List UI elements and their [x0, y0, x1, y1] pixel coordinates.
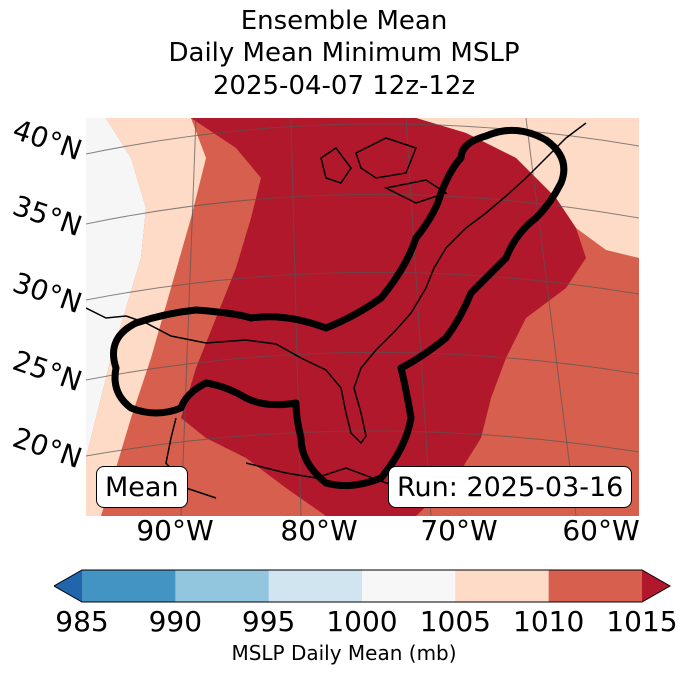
colorbar-tick-label: 1010	[513, 605, 585, 638]
colorbar-tick-label: 990	[148, 605, 203, 638]
title-line-2: Daily Mean Minimum MSLP	[168, 38, 520, 68]
colorbar-tick-label: 1005	[419, 605, 491, 638]
colorbar-segment	[362, 570, 456, 602]
title-line-1: Ensemble Mean	[240, 6, 448, 36]
colorbar-extend-low	[54, 570, 82, 602]
colorbar-label: MSLP Daily Mean (mb)	[231, 641, 457, 665]
lon-label-80w: 80°W	[280, 514, 358, 547]
colorbar-tick-label: 1015	[606, 605, 678, 638]
colorbar-extend-high	[642, 570, 670, 602]
lon-label-90w: 90°W	[136, 514, 214, 547]
field-core	[181, 118, 586, 516]
colorbar-segment	[175, 570, 270, 602]
lat-label-35: 35°N	[8, 188, 87, 244]
colorbar	[54, 569, 672, 603]
colorbar-tick-label: 985	[55, 605, 109, 638]
colorbar-segment	[268, 570, 363, 602]
colorbar-outline	[54, 569, 672, 603]
run-date-badge: Run: 2025-03-16	[388, 466, 633, 508]
lat-label-40: 40°N	[8, 112, 87, 168]
colorbar-tick-label: 995	[241, 605, 296, 638]
field-west-land	[86, 118, 146, 458]
mean-badge: Mean	[96, 466, 188, 508]
lon-label-60w: 60°W	[562, 514, 640, 547]
lat-label-20: 20°N	[8, 420, 87, 476]
lon-label-70w: 70°W	[420, 514, 498, 547]
colorbar-segment	[548, 570, 643, 602]
mslp-map	[86, 118, 639, 516]
colorbar-tick-label: 1000	[326, 605, 398, 638]
colorbar-segment	[82, 570, 176, 602]
field-outer-band-east	[416, 118, 639, 258]
colorbar-segment	[455, 570, 550, 602]
graticule	[86, 118, 639, 516]
lat-label-25: 25°N	[8, 343, 87, 399]
lat-label-30: 30°N	[8, 265, 87, 321]
colorbar-segments	[82, 570, 643, 602]
title-line-3: 2025-04-07 12z-12z	[212, 71, 476, 101]
contour-line	[110, 126, 568, 490]
